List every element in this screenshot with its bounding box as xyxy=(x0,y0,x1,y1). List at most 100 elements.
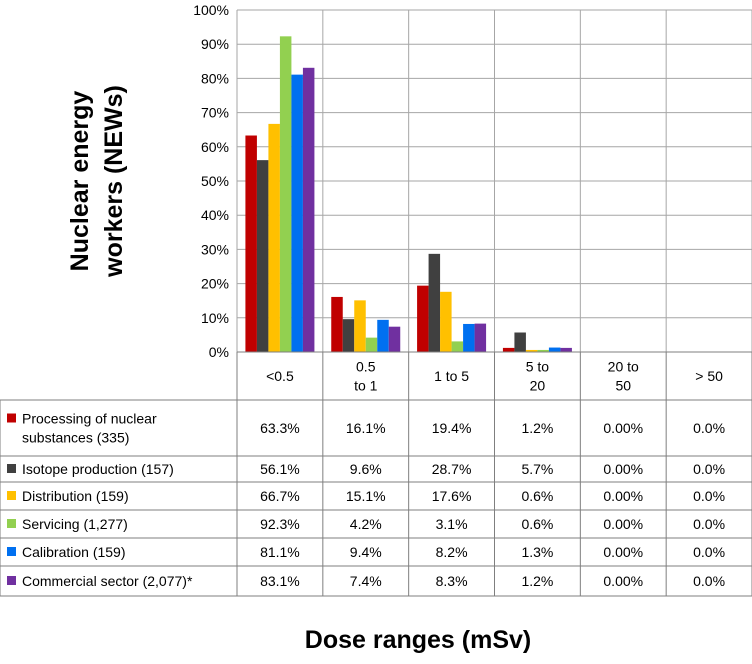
y-tick-label: 0% xyxy=(209,344,229,360)
data-label: 8.3% xyxy=(436,573,468,589)
y-tick-label: 60% xyxy=(201,139,229,155)
data-label: 1.3% xyxy=(521,544,553,560)
bar xyxy=(302,67,315,352)
bar xyxy=(354,300,366,352)
bar xyxy=(451,341,464,352)
y-tick-label: 100% xyxy=(193,2,229,18)
gridlines xyxy=(236,9,752,353)
bar xyxy=(548,347,561,352)
bar xyxy=(514,332,526,352)
data-label: 0.0% xyxy=(693,516,725,532)
bar xyxy=(463,323,475,352)
category-label: > 50 xyxy=(695,368,723,384)
data-label: 83.1% xyxy=(260,573,300,589)
data-label: 7.4% xyxy=(350,573,382,589)
data-label: 0.00% xyxy=(603,516,643,532)
category-label: 20 xyxy=(530,378,546,394)
data-label: 0.0% xyxy=(693,461,725,477)
data-label: 63.3% xyxy=(260,420,300,436)
data-label: 0.00% xyxy=(603,544,643,560)
data-label: 3.1% xyxy=(436,516,468,532)
series-label: Commercial sector (2,077)* xyxy=(22,573,193,589)
legend-key xyxy=(7,413,16,423)
series-label: Servicing (1,277) xyxy=(22,516,128,532)
bar xyxy=(245,135,257,352)
legend-key xyxy=(7,464,16,473)
y-tick-label: 40% xyxy=(201,207,229,223)
category-label: 20 to xyxy=(608,359,639,375)
bar xyxy=(474,323,487,352)
data-label: 0.00% xyxy=(603,461,643,477)
data-label: 9.4% xyxy=(350,544,382,560)
data-label: 92.3% xyxy=(260,516,300,532)
bar xyxy=(440,291,452,352)
series-label: Calibration (159) xyxy=(22,544,126,560)
bars xyxy=(245,36,572,353)
bar xyxy=(256,160,269,352)
y-tick-label: 70% xyxy=(201,105,229,121)
data-label: 9.6% xyxy=(350,461,382,477)
y-tick-label: 20% xyxy=(201,276,229,292)
legend-key xyxy=(7,547,16,556)
category-label: 50 xyxy=(615,378,631,394)
series-label: Processing of nuclear xyxy=(22,411,157,427)
data-label: 0.0% xyxy=(693,488,725,504)
data-label: 28.7% xyxy=(432,461,472,477)
bar xyxy=(525,349,538,352)
bar xyxy=(560,347,572,352)
data-label: 8.2% xyxy=(436,544,468,560)
legend-key xyxy=(7,491,16,500)
bar xyxy=(268,123,280,352)
y-tick-label: 30% xyxy=(201,241,229,257)
category-label: 0.5 xyxy=(356,359,376,375)
category-label: 1 to 5 xyxy=(434,368,469,384)
y-tick-label: 50% xyxy=(201,173,229,189)
y-axis-title: Nuclear energy workers (NEWs) xyxy=(66,85,128,278)
data-label: 1.2% xyxy=(521,573,553,589)
y-tick-label: 80% xyxy=(201,70,229,86)
category-label: <0.5 xyxy=(266,368,294,384)
data-label: 16.1% xyxy=(346,420,386,436)
y-axis: 0% 10% 20% 30% 40% 50% 60% 70% 80% 90% 100% xyxy=(193,2,229,360)
legend-key xyxy=(7,519,16,528)
data-label: 1.2% xyxy=(521,420,553,436)
bar xyxy=(428,253,441,352)
bar xyxy=(388,326,401,352)
category-label: to 1 xyxy=(354,378,378,394)
data-label: 5.7% xyxy=(521,461,553,477)
series-label: Distribution (159) xyxy=(22,488,129,504)
bar xyxy=(279,36,292,353)
data-label: 56.1% xyxy=(260,461,300,477)
bar xyxy=(377,319,389,352)
series-label: substances (335) xyxy=(22,430,129,446)
y-tick-label: 90% xyxy=(201,36,229,52)
bar xyxy=(417,285,429,352)
bar xyxy=(342,319,355,352)
y-tick-label: 10% xyxy=(201,310,229,326)
series-label: Isotope production (157) xyxy=(22,461,174,477)
data-label: 0.0% xyxy=(693,573,725,589)
data-label: 0.00% xyxy=(603,420,643,436)
data-label: 17.6% xyxy=(432,488,472,504)
legend-key xyxy=(7,576,16,585)
bar xyxy=(502,347,515,352)
category-label: 5 to xyxy=(526,359,550,375)
data-label: 0.0% xyxy=(693,420,725,436)
bar xyxy=(365,337,378,352)
data-label: 81.1% xyxy=(260,544,300,560)
data-label: 0.6% xyxy=(521,488,553,504)
data-label: 15.1% xyxy=(346,488,386,504)
data-label: 0.00% xyxy=(603,573,643,589)
data-label: 0.0% xyxy=(693,544,725,560)
data-label: 4.2% xyxy=(350,516,382,532)
data-label: 0.00% xyxy=(603,488,643,504)
bar xyxy=(331,296,343,352)
data-label: 19.4% xyxy=(432,420,472,436)
bar xyxy=(537,349,549,352)
data-label: 0.6% xyxy=(521,516,553,532)
data-label: 66.7% xyxy=(260,488,300,504)
bar xyxy=(291,74,303,352)
data-table: <0.5 0.5 to 1 1 to 5 5 to 20 20 to 50 > 50 Proces… xyxy=(0,351,752,597)
x-axis-title: Dose ranges (mSv) xyxy=(305,626,531,654)
